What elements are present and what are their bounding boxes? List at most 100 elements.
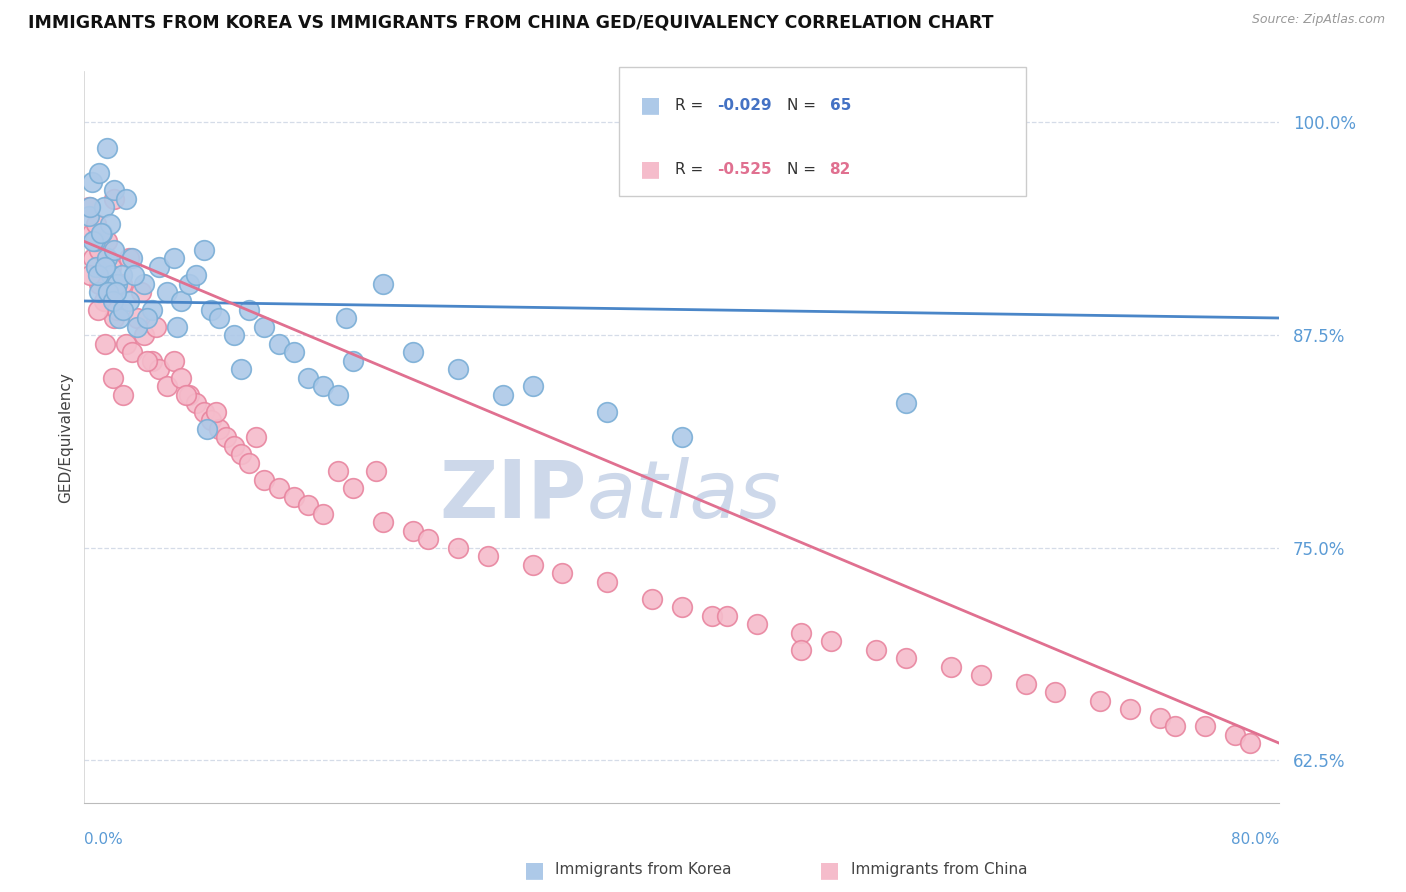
Point — [82, 252, 104, 266]
Point — [87, 302, 110, 317]
Point — [328, 387, 350, 401]
Point — [328, 464, 350, 478]
Point — [208, 311, 231, 326]
Point — [671, 600, 693, 615]
Point — [205, 404, 228, 418]
Point — [136, 311, 159, 326]
Point — [402, 345, 425, 359]
Point — [86, 260, 108, 274]
Point — [447, 362, 470, 376]
Point — [104, 285, 127, 300]
Point — [79, 268, 101, 283]
Point — [231, 362, 253, 376]
Point — [100, 268, 122, 283]
Point — [1164, 719, 1187, 733]
Point — [105, 302, 128, 317]
Point — [939, 659, 962, 673]
Point — [700, 608, 723, 623]
Point — [373, 515, 395, 529]
Point — [283, 345, 305, 359]
Point — [195, 421, 218, 435]
Point — [166, 319, 188, 334]
Point — [107, 311, 129, 326]
Point — [89, 285, 111, 300]
Point — [416, 532, 439, 546]
Point — [170, 293, 193, 308]
Point — [894, 651, 917, 665]
Point — [91, 268, 114, 283]
Text: atlas: atlas — [586, 457, 782, 534]
Point — [245, 430, 267, 444]
Text: 65: 65 — [830, 98, 851, 112]
Point — [93, 201, 115, 215]
Point — [200, 413, 222, 427]
Point — [89, 277, 111, 291]
Point — [79, 201, 101, 215]
Point — [716, 608, 738, 623]
Point — [105, 277, 128, 291]
Point — [91, 226, 114, 240]
Point — [83, 235, 105, 249]
Point — [118, 252, 141, 266]
Point — [447, 541, 470, 555]
Point — [402, 524, 425, 538]
Point — [297, 370, 319, 384]
Point — [267, 481, 290, 495]
Point — [98, 218, 121, 232]
Point — [641, 591, 664, 606]
Point — [100, 260, 122, 274]
Point — [312, 379, 335, 393]
Point — [970, 668, 993, 682]
Point — [1194, 719, 1216, 733]
Point — [177, 277, 200, 291]
Point — [96, 141, 118, 155]
Point — [373, 277, 395, 291]
Point — [101, 293, 124, 308]
Point — [253, 473, 276, 487]
Point — [238, 302, 260, 317]
Point — [170, 370, 193, 384]
Point — [477, 549, 499, 563]
Point — [103, 192, 125, 206]
Point — [163, 353, 186, 368]
Point — [115, 336, 138, 351]
Point — [177, 387, 200, 401]
Point — [820, 634, 842, 648]
Point — [163, 252, 186, 266]
Point — [1090, 694, 1112, 708]
Point — [231, 447, 253, 461]
Point — [267, 336, 290, 351]
Point — [238, 456, 260, 470]
Point — [312, 507, 335, 521]
Point — [790, 625, 813, 640]
Point — [111, 277, 134, 291]
Point — [193, 404, 215, 418]
Text: ■: ■ — [820, 860, 839, 880]
Point — [155, 379, 177, 393]
Point — [82, 235, 104, 249]
Point — [132, 328, 156, 343]
Point — [96, 235, 118, 249]
Point — [112, 302, 135, 317]
Text: -0.525: -0.525 — [717, 162, 772, 177]
Point — [522, 379, 544, 393]
Point — [103, 311, 125, 326]
Point — [342, 353, 364, 368]
Point — [596, 404, 619, 418]
Point — [145, 319, 167, 334]
Point — [186, 268, 208, 283]
Point — [125, 319, 148, 334]
Text: 82: 82 — [830, 162, 851, 177]
Point — [122, 268, 145, 283]
Point — [103, 183, 125, 197]
Text: 80.0%: 80.0% — [1232, 832, 1279, 847]
Point — [96, 252, 118, 266]
Point — [253, 319, 276, 334]
Point — [155, 285, 177, 300]
Point — [222, 439, 245, 453]
Point — [283, 490, 305, 504]
Point — [118, 293, 141, 308]
Point — [94, 336, 117, 351]
Text: Immigrants from Korea: Immigrants from Korea — [555, 863, 733, 877]
Point — [894, 396, 917, 410]
